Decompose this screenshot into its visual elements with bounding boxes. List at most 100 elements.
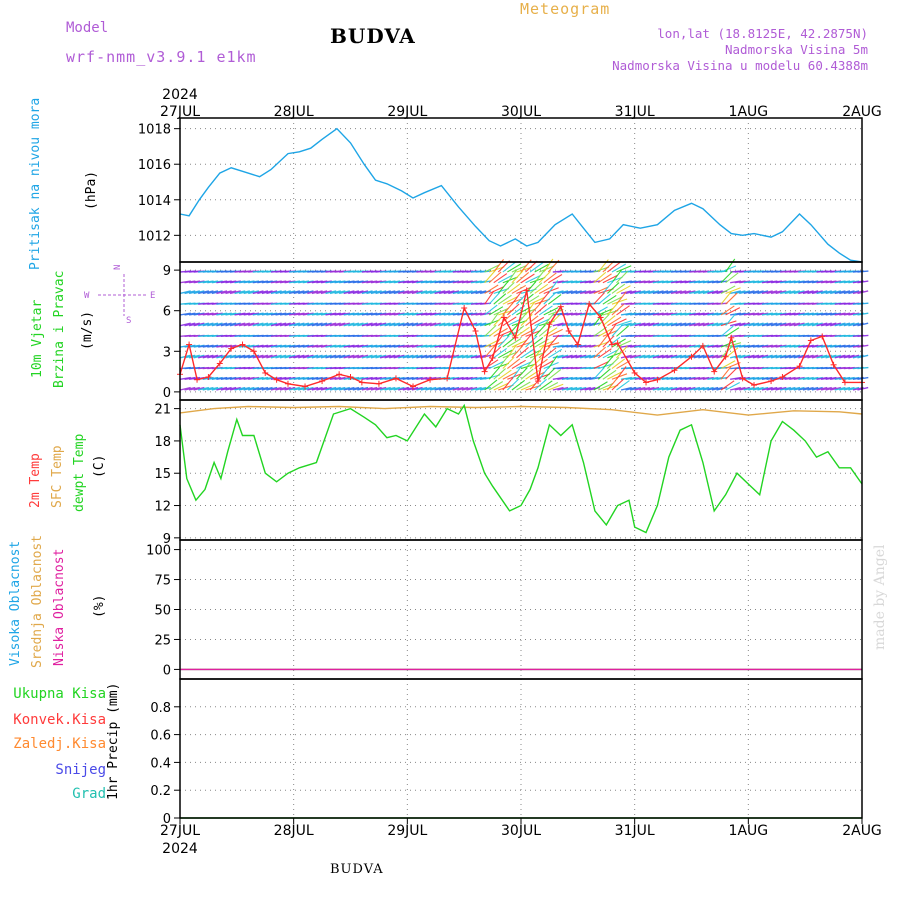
- wind-arrow: [739, 290, 751, 295]
- wind-arrow: [320, 290, 332, 295]
- wind-arrow: [752, 354, 764, 359]
- wind-arrow: [616, 265, 632, 273]
- wind-arrow: [338, 322, 351, 327]
- wind-arrow: [493, 333, 504, 348]
- wind-arrow: [261, 280, 273, 284]
- wind-arrow: [657, 354, 669, 359]
- wind-arrow: [525, 330, 541, 337]
- wind-arrow: [284, 312, 296, 316]
- wind-arrow: [675, 322, 687, 327]
- wind-arrow: [520, 348, 535, 359]
- wind-arrow: [807, 312, 819, 316]
- wind-arrow: [752, 344, 764, 348]
- wind-arrow: [379, 312, 392, 316]
- wind-arrow: [784, 354, 796, 359]
- wind-arrow: [238, 312, 251, 316]
- wind-arrow: [584, 354, 596, 359]
- wind-arrow: [761, 386, 773, 391]
- y-tick-label: 0: [163, 386, 171, 401]
- wind-arrow: [307, 312, 319, 316]
- wind-arrow: [830, 290, 842, 295]
- wind-arrow: [657, 290, 669, 295]
- wind-arrow: [384, 322, 396, 327]
- wind-arrow: [302, 290, 314, 295]
- wind-arrow: [770, 290, 782, 295]
- wind-arrow: [816, 290, 828, 295]
- wind-arrow: [693, 312, 705, 316]
- wind-arrow: [416, 312, 428, 316]
- wind-arrow: [766, 312, 778, 316]
- wind-arrow: [643, 322, 655, 327]
- wind-arrow: [279, 322, 291, 327]
- wind-arrow: [579, 290, 591, 295]
- wind-arrow: [398, 354, 410, 359]
- wind-arrow: [834, 344, 846, 348]
- wind-arrow: [766, 290, 778, 295]
- wind-arrow: [552, 354, 564, 359]
- wind-arrow: [216, 344, 228, 348]
- wind-arrow: [606, 377, 619, 391]
- wind-arrow: [525, 350, 541, 359]
- wind-arrow: [398, 344, 410, 348]
- wind-arrow: [370, 290, 382, 295]
- wind-arrow: [784, 344, 796, 348]
- wind-arrow: [725, 367, 738, 380]
- wind-arrow: [652, 312, 664, 316]
- wind-arrow: [252, 376, 264, 380]
- wind-arrow: [561, 280, 573, 284]
- wind-arrow: [234, 386, 246, 391]
- wind-arrow: [370, 354, 382, 359]
- wind-arrow: [316, 322, 328, 327]
- wind-arrow: [525, 315, 539, 327]
- wind-arrow: [843, 280, 855, 284]
- wind-arrow: [229, 290, 241, 295]
- wind-arrow: [761, 376, 773, 380]
- wind-arrow: [334, 344, 346, 348]
- wind-arrow: [307, 386, 319, 391]
- wind-arrow: [602, 280, 614, 294]
- wind-arrow: [543, 367, 556, 380]
- wind-arrow: [689, 312, 701, 316]
- wind-arrow: [798, 344, 810, 348]
- wind-arrow: [198, 290, 210, 295]
- wind-arrow: [761, 280, 773, 284]
- wind-arrow: [816, 280, 828, 284]
- wind-arrow: [698, 290, 710, 295]
- wind-arrow: [248, 280, 260, 284]
- wind-arrow: [575, 386, 587, 391]
- wind-arrow: [684, 290, 696, 295]
- wind-arrow: [830, 322, 842, 327]
- wind-arrow: [388, 322, 401, 327]
- wind-arrow: [470, 386, 482, 391]
- wind-arrow: [725, 313, 737, 326]
- wind-arrow: [298, 354, 310, 359]
- wind-arrow: [584, 376, 596, 380]
- wind-arrow: [543, 258, 554, 273]
- wind-arrow: [402, 376, 414, 380]
- wind-arrow: [361, 386, 373, 391]
- wind-arrow: [547, 294, 562, 305]
- wind-arrow: [766, 280, 778, 284]
- wind-arrow: [834, 386, 846, 391]
- wind-arrow: [757, 322, 769, 327]
- date-label-bottom: 1AUG: [729, 823, 769, 839]
- wind-arrow: [516, 381, 531, 391]
- wind-arrow: [798, 376, 810, 380]
- wind-arrow: [398, 386, 410, 391]
- wind-arrow: [457, 344, 469, 348]
- wind-arrow: [529, 351, 546, 359]
- wind-arrow: [234, 312, 246, 316]
- wind-arrow: [811, 312, 823, 316]
- wind-arrow: [702, 344, 714, 348]
- wind-arrow: [243, 386, 255, 391]
- wind-arrow: [211, 376, 223, 380]
- wind-arrow: [434, 354, 446, 359]
- wind-arrow: [243, 354, 255, 359]
- wind-arrow: [761, 344, 773, 348]
- wind-arrow: [393, 386, 405, 391]
- series-line: [179, 403, 863, 534]
- wind-arrow: [198, 344, 210, 348]
- wind-arrow: [248, 376, 260, 380]
- wind-arrow: [597, 368, 611, 380]
